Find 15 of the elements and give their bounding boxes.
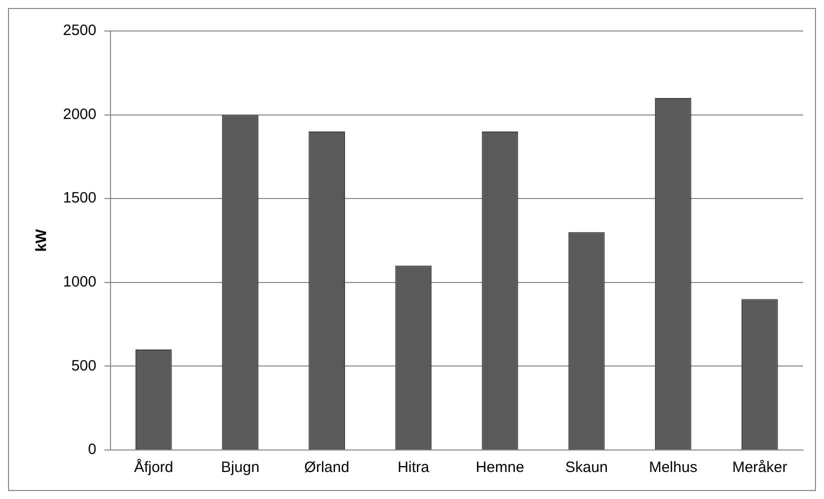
x-tick-label: Åfjord xyxy=(134,458,174,476)
x-tick-label: Hitra xyxy=(398,459,430,476)
x-tick-label: Meråker xyxy=(732,459,788,476)
x-tick-label: Ørland xyxy=(304,459,350,476)
y-tick-label: 1000 xyxy=(62,274,96,291)
x-tick-label: Melhus xyxy=(648,459,698,476)
y-tick-label: 1500 xyxy=(62,190,96,207)
y-axis-title: kW xyxy=(33,228,50,252)
y-tick-label: 500 xyxy=(71,357,96,374)
y-tick-label: 2500 xyxy=(62,22,96,40)
x-tick-label: Skaun xyxy=(565,459,608,476)
y-tick-label: 2000 xyxy=(62,106,96,123)
x-tick-label: Bjugn xyxy=(221,459,260,476)
y-tick-label: 0 xyxy=(88,441,96,458)
x-tick-label: Hemne xyxy=(476,459,524,476)
